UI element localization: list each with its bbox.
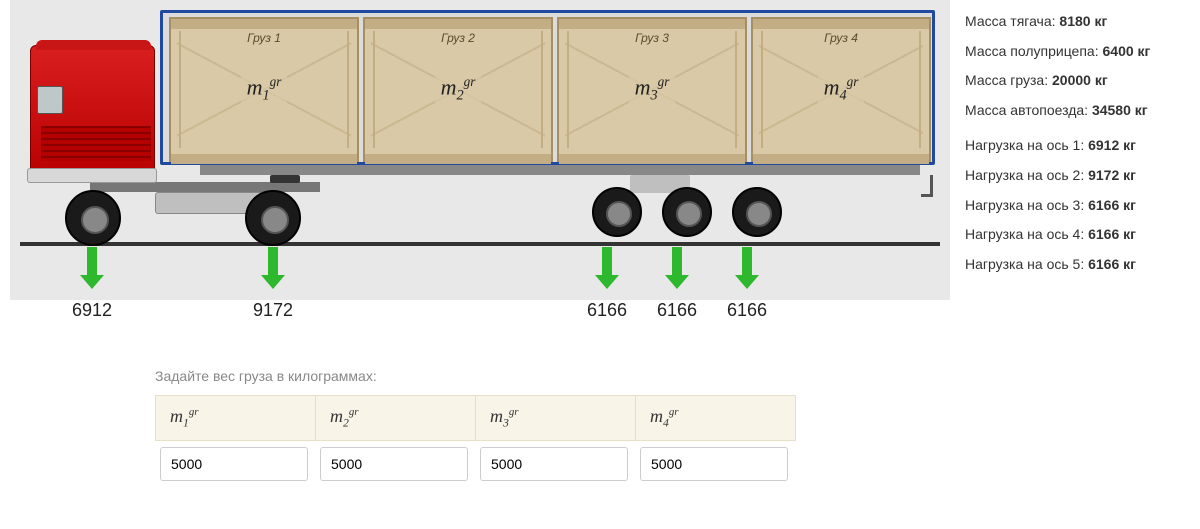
- info-mass-semitrailer: Масса полуприцепа: 6400 кг: [965, 42, 1190, 62]
- cargo-input-table: m1grm2grm3grm4gr: [155, 395, 796, 488]
- value: 6166 кг: [1088, 226, 1136, 242]
- tractor-wheel-rear: [245, 190, 301, 246]
- cargo-weight-input-2[interactable]: [320, 447, 468, 481]
- value: 6400 кг: [1103, 43, 1151, 59]
- inputs-title: Задайте вес груза в килограммах:: [155, 368, 377, 384]
- info-axle-3: Нагрузка на ось 3: 6166 кг: [965, 196, 1190, 216]
- axle-load-arrow-3: [595, 247, 619, 292]
- info-mass-tractor: Масса тягача: 8180 кг: [965, 12, 1190, 32]
- axle-load-arrow-5: [735, 247, 759, 292]
- cargo-crate-3: Груз 3 m3gr: [557, 17, 747, 162]
- cargo-weight-input-4[interactable]: [640, 447, 788, 481]
- label: Масса автопоезда:: [965, 102, 1088, 118]
- label: Масса груза:: [965, 72, 1048, 88]
- crate-mass-symbol: m2gr: [435, 72, 482, 107]
- crate-mass-symbol: m3gr: [629, 72, 676, 107]
- cargo-weight-input-3[interactable]: [480, 447, 628, 481]
- crate-mass-symbol: m4gr: [818, 72, 865, 107]
- cargo-crate-4: Груз 4 m4gr: [751, 17, 931, 162]
- value: 8180 кг: [1059, 13, 1107, 29]
- crate-title: Груз 3: [635, 31, 669, 45]
- label: Масса полуприцепа:: [965, 43, 1099, 59]
- axle-load-arrow-1: [80, 247, 104, 292]
- label: Масса тягача:: [965, 13, 1056, 29]
- trailer-wheel-1: [592, 187, 642, 237]
- value: 20000 кг: [1052, 72, 1108, 88]
- crate-title: Груз 4: [824, 31, 858, 45]
- value: 34580 кг: [1092, 102, 1148, 118]
- value: 6912 кг: [1088, 137, 1136, 153]
- crate-mass-symbol: m1gr: [241, 72, 288, 107]
- axle-load-arrow-2: [261, 247, 285, 292]
- info-mass-cargo: Масса груза: 20000 кг: [965, 71, 1190, 91]
- trailer-wheel-3: [732, 187, 782, 237]
- fifth-wheel-coupling: [270, 175, 300, 183]
- cab-roof: [36, 40, 151, 50]
- cargo-input-header-3: m3gr: [476, 396, 636, 441]
- cab-bumper: [27, 168, 157, 183]
- info-panel: Масса тягача: 8180 кг Масса полуприцепа:…: [965, 12, 1190, 284]
- axle-load-value-4: 6166: [657, 300, 697, 321]
- crate-title: Груз 1: [247, 31, 281, 45]
- info-axle-5: Нагрузка на ось 5: 6166 кг: [965, 255, 1190, 275]
- value: 6166 кг: [1088, 256, 1136, 272]
- cargo-weight-input-1[interactable]: [160, 447, 308, 481]
- cab-window: [37, 86, 63, 114]
- tractor-cab: [30, 45, 155, 180]
- trailer-wheel-2: [662, 187, 712, 237]
- cargo-input-header-2: m2gr: [316, 396, 476, 441]
- info-axle-2: Нагрузка на ось 2: 9172 кг: [965, 166, 1190, 186]
- axle-load-arrow-4: [665, 247, 689, 292]
- value: 6166 кг: [1088, 197, 1136, 213]
- value: 9172 кг: [1088, 167, 1136, 183]
- trailer-rear-guard: [921, 175, 933, 197]
- axle-load-value-2: 9172: [253, 300, 293, 321]
- label: Нагрузка на ось 1:: [965, 137, 1084, 153]
- axle-load-value-1: 6912: [72, 300, 112, 321]
- cargo-input-header-1: m1gr: [156, 396, 316, 441]
- truck-diagram: Груз 1 m1gr Груз 2 m2gr Груз 3 m3gr Груз 4 m4gr: [10, 0, 950, 300]
- axle-load-value-5: 6166: [727, 300, 767, 321]
- info-mass-total: Масса автопоезда: 34580 кг: [965, 101, 1190, 121]
- info-axle-4: Нагрузка на ось 4: 6166 кг: [965, 225, 1190, 245]
- crate-title: Груз 2: [441, 31, 475, 45]
- cargo-crate-2: Груз 2 m2gr: [363, 17, 553, 162]
- tractor-chassis: [90, 182, 320, 192]
- info-axle-1: Нагрузка на ось 1: 6912 кг: [965, 136, 1190, 156]
- label: Нагрузка на ось 5:: [965, 256, 1084, 272]
- tractor-wheel-front: [65, 190, 121, 246]
- cargo-input-header-4: m4gr: [636, 396, 796, 441]
- label: Нагрузка на ось 3:: [965, 197, 1084, 213]
- label: Нагрузка на ось 2:: [965, 167, 1084, 183]
- cab-grille: [41, 126, 151, 161]
- page: Груз 1 m1gr Груз 2 m2gr Груз 3 m3gr Груз 4 m4gr: [0, 0, 1200, 529]
- label: Нагрузка на ось 4:: [965, 226, 1084, 242]
- axle-load-value-3: 6166: [587, 300, 627, 321]
